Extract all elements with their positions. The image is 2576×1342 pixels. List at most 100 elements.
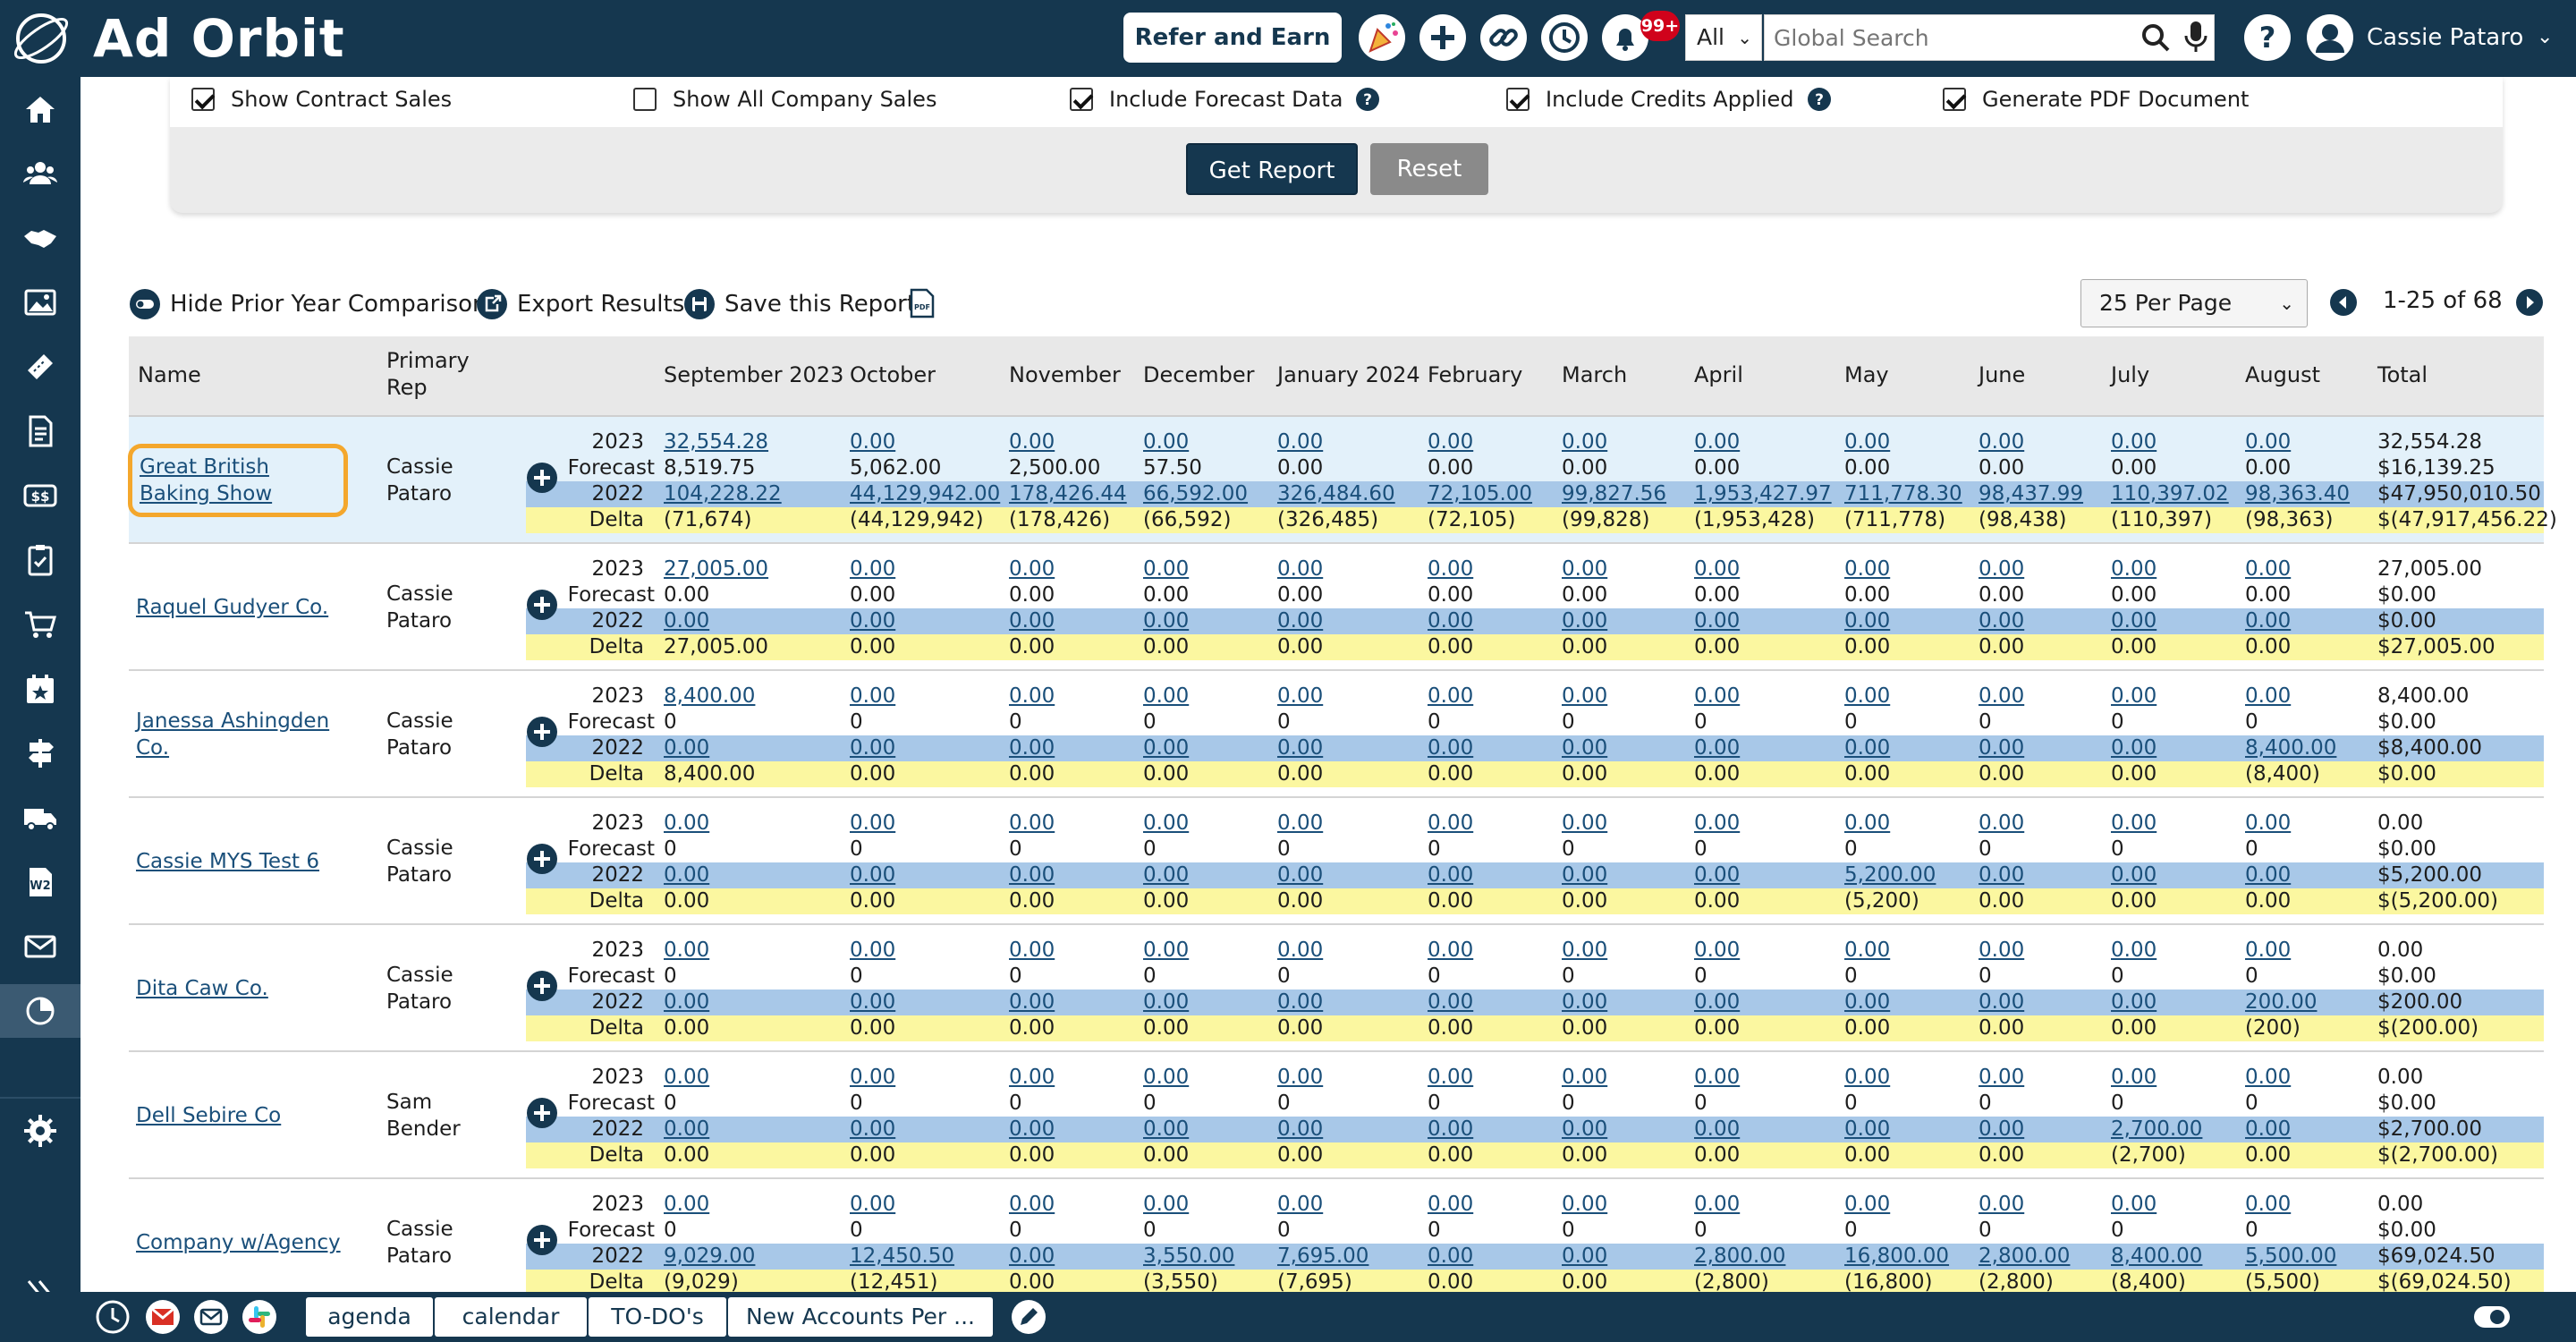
value-cell-r2023[interactable]: 0.00 — [664, 811, 710, 835]
value-cell-r2022[interactable]: 711,778.30 — [1844, 482, 1962, 505]
value-cell-r2023[interactable]: 0.00 — [2245, 1193, 2292, 1216]
value-cell-r2022[interactable]: 0.00 — [2245, 1117, 2292, 1141]
value-cell-r2023[interactable]: 0.00 — [1009, 939, 1055, 962]
company-name-link[interactable]: Janessa Ashingden Co. — [136, 709, 330, 760]
value-cell-r2023[interactable]: 0.00 — [1009, 430, 1055, 454]
value-cell-r2022[interactable]: 0.00 — [1844, 990, 1891, 1014]
company-name-link[interactable]: Dell Sebire Co — [136, 1104, 282, 1127]
value-cell-r2022[interactable]: 72,105.00 — [1428, 482, 1533, 505]
user-menu-chevron-icon[interactable]: ⌄ — [2537, 26, 2554, 48]
value-cell-r2022[interactable]: 0.00 — [1428, 609, 1474, 633]
value-cell-r2023[interactable]: 0.00 — [1428, 811, 1474, 835]
value-cell-r2022[interactable]: 0.00 — [1277, 990, 1324, 1014]
value-cell-r2022[interactable]: 0.00 — [1979, 736, 2025, 760]
sidebar-item-tasks[interactable] — [0, 533, 80, 587]
value-cell-r2023[interactable]: 0.00 — [2111, 684, 2157, 708]
column-header-month[interactable]: August — [2245, 362, 2320, 387]
value-cell-r2023[interactable]: 0.00 — [2111, 430, 2157, 454]
edit-pencil-icon[interactable] — [1011, 1299, 1046, 1335]
value-cell-r2022[interactable]: 1,953,427.97 — [1694, 482, 1832, 505]
value-cell-r2022[interactable]: 0.00 — [2245, 609, 2292, 633]
value-cell-r2022[interactable]: 0.00 — [1694, 609, 1741, 633]
value-cell-r2023[interactable]: 0.00 — [1143, 1066, 1190, 1089]
sidebar-item-media[interactable] — [0, 276, 80, 329]
notification-badge[interactable]: 99+ — [1640, 11, 1680, 41]
party-popper-icon[interactable] — [1358, 13, 1406, 62]
value-cell-r2023[interactable]: 0.00 — [1143, 430, 1190, 454]
column-header-primary-rep-line2[interactable]: Rep — [386, 375, 428, 400]
value-cell-r2023[interactable]: 27,005.00 — [664, 557, 769, 581]
expand-row-plus-icon[interactable] — [526, 589, 558, 621]
value-cell-r2023[interactable]: 0.00 — [1844, 684, 1891, 708]
value-cell-r2023[interactable]: 0.00 — [2245, 1066, 2292, 1089]
value-cell-r2022[interactable]: 0.00 — [1143, 863, 1190, 887]
column-header-month[interactable]: October — [850, 362, 936, 387]
value-cell-r2023[interactable]: 0.00 — [2111, 1193, 2157, 1216]
value-cell-r2022[interactable]: 5,200.00 — [1844, 863, 1936, 887]
value-cell-r2022[interactable]: 0.00 — [664, 609, 710, 633]
column-header-month[interactable]: February — [1428, 362, 1523, 387]
value-cell-r2023[interactable]: 0.00 — [1844, 939, 1891, 962]
value-cell-r2022[interactable]: 0.00 — [2111, 736, 2157, 760]
table-row[interactable]: Dita Caw Co. Cassie Pataro 2023 0.00 0.00 0.0… — [129, 925, 2544, 1052]
value-cell-r2023[interactable]: 0.00 — [1277, 684, 1324, 708]
value-cell-r2023[interactable]: 0.00 — [1562, 430, 1608, 454]
sidebar-item-tickets[interactable] — [0, 340, 80, 394]
value-cell-r2023[interactable]: 0.00 — [1009, 1193, 1055, 1216]
column-header-month[interactable]: July — [2111, 362, 2150, 387]
value-cell-r2022[interactable]: 0.00 — [1562, 1117, 1608, 1141]
value-cell-r2023[interactable]: 0.00 — [1277, 1066, 1324, 1089]
value-cell-r2022[interactable]: 0.00 — [1428, 990, 1474, 1014]
value-cell-r2023[interactable]: 0.00 — [1428, 939, 1474, 962]
company-name-link[interactable]: Company w/Agency — [136, 1231, 341, 1254]
table-row[interactable]: Company w/Agency Cassie Pataro 2023 0.00 0.0… — [129, 1179, 2544, 1306]
table-row[interactable]: Raquel Gudyer Co. Cassie Pataro 2023 27,005… — [129, 544, 2544, 671]
value-cell-r2023[interactable]: 0.00 — [1844, 1193, 1891, 1216]
value-cell-r2022[interactable]: 0.00 — [2245, 863, 2292, 887]
value-cell-r2022[interactable]: 0.00 — [1979, 609, 2025, 633]
value-cell-r2022[interactable]: 98,363.40 — [2245, 482, 2351, 505]
column-header-month[interactable]: March — [1562, 362, 1628, 387]
sidebar-item-orders[interactable] — [0, 598, 80, 651]
user-avatar-icon[interactable] — [2306, 13, 2354, 62]
get-report-button[interactable]: Get Report — [1186, 143, 1358, 195]
value-cell-r2023[interactable]: 0.00 — [850, 430, 896, 454]
value-cell-r2023[interactable]: 0.00 — [2111, 939, 2157, 962]
value-cell-r2022[interactable]: 200.00 — [2245, 990, 2318, 1014]
value-cell-r2022[interactable]: 0.00 — [1562, 1244, 1608, 1268]
value-cell-r2022[interactable]: 44,129,942.00 — [850, 482, 1001, 505]
value-cell-r2022[interactable]: 0.00 — [1562, 990, 1608, 1014]
value-cell-r2023[interactable]: 0.00 — [1428, 684, 1474, 708]
export-results-button[interactable]: Export Results — [476, 286, 684, 322]
next-page-icon[interactable] — [2515, 288, 2544, 317]
value-cell-r2023[interactable]: 0.00 — [2245, 939, 2292, 962]
save-report-button[interactable]: Save this Report — [683, 286, 916, 322]
value-cell-r2023[interactable]: 0.00 — [1844, 811, 1891, 835]
value-cell-r2022[interactable]: 0.00 — [1694, 736, 1741, 760]
value-cell-r2023[interactable]: 0.00 — [850, 1193, 896, 1216]
value-cell-r2023[interactable]: 0.00 — [664, 939, 710, 962]
slack-icon[interactable] — [242, 1299, 277, 1335]
value-cell-r2022[interactable]: 178,426.44 — [1009, 482, 1127, 505]
value-cell-r2023[interactable]: 0.00 — [1694, 430, 1741, 454]
expand-row-plus-icon[interactable] — [526, 970, 558, 1002]
expand-row-plus-icon[interactable] — [526, 843, 558, 875]
value-cell-r2022[interactable]: 0.00 — [1694, 1117, 1741, 1141]
help-icon[interactable]: ? — [2243, 13, 2292, 62]
value-cell-r2022[interactable]: 99,827.56 — [1562, 482, 1667, 505]
pdf-file-icon[interactable]: PDF — [909, 288, 936, 319]
value-cell-r2022[interactable]: 0.00 — [1979, 863, 2025, 887]
value-cell-r2023[interactable]: 0.00 — [1428, 1193, 1474, 1216]
per-page-select[interactable]: 25 Per Page ⌄ — [2080, 279, 2308, 327]
column-header-month[interactable]: January 2024 — [1277, 362, 1420, 387]
value-cell-r2022[interactable]: 3,550.00 — [1143, 1244, 1235, 1268]
notification-bell-icon[interactable] — [1601, 13, 1649, 62]
value-cell-r2022[interactable]: 2,800.00 — [1694, 1244, 1786, 1268]
value-cell-r2023[interactable]: 0.00 — [2245, 684, 2292, 708]
option-3[interactable]: Include Credits Applied? — [1506, 86, 1832, 113]
value-cell-r2022[interactable]: 0.00 — [1562, 609, 1608, 633]
option-checkbox[interactable] — [191, 88, 215, 111]
column-header-month[interactable]: September 2023 — [664, 362, 844, 387]
value-cell-r2022[interactable]: 0.00 — [1844, 609, 1891, 633]
table-row[interactable]: Janessa Ashingden Co. Cassie Pataro 2023 8,… — [129, 671, 2544, 798]
